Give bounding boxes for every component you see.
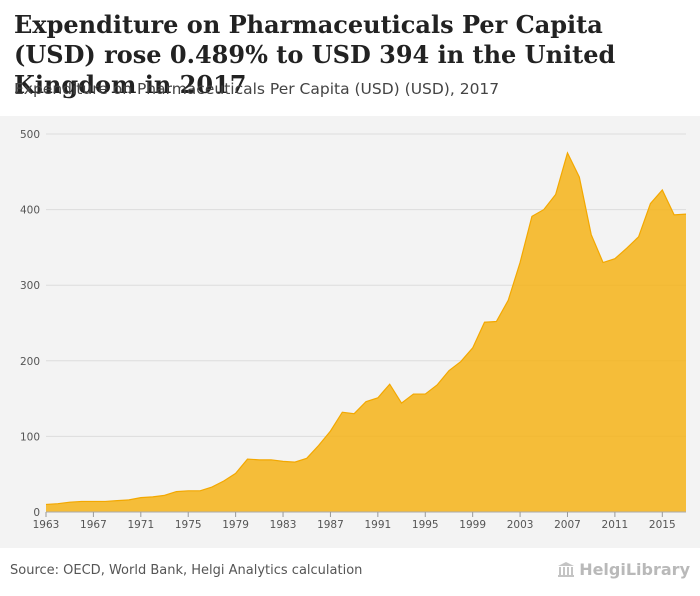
x-tick-label: 2007: [554, 519, 581, 531]
logo-text: HelgiLibrary: [579, 560, 690, 579]
data-point: [566, 152, 568, 154]
data-point: [140, 496, 142, 498]
data-point: [151, 496, 153, 498]
data-point: [400, 402, 402, 404]
data-point: [175, 490, 177, 492]
data-point: [531, 215, 533, 217]
source-note: Source: OECD, World Bank, Helgi Analytic…: [10, 563, 363, 578]
y-tick-label: 400: [20, 205, 40, 217]
area-line: [45, 151, 687, 506]
x-tick-label: 1995: [412, 519, 439, 531]
data-point: [199, 490, 201, 492]
x-tick-label: 1971: [127, 519, 154, 531]
data-point: [412, 393, 414, 395]
data-point: [495, 320, 497, 322]
chart-title: Expenditure on Pharmaceuticals Per Capit…: [14, 10, 616, 99]
data-point: [483, 321, 485, 323]
data-point: [294, 461, 296, 463]
x-tick-label: 1987: [317, 519, 344, 531]
data-point: [128, 499, 130, 501]
data-point: [270, 459, 272, 461]
data-point: [519, 261, 521, 263]
data-point: [57, 502, 59, 504]
data-point: [45, 503, 47, 505]
data-point: [626, 247, 628, 249]
y-tick-label: 200: [20, 356, 40, 368]
data-point: [543, 208, 545, 210]
data-point: [389, 383, 391, 385]
data-point: [223, 480, 225, 482]
data-point: [436, 384, 438, 386]
data-point: [329, 430, 331, 432]
library-building-icon: [558, 561, 575, 577]
data-point: [424, 393, 426, 395]
x-tick-label: 1991: [364, 519, 391, 531]
data-point: [590, 233, 592, 235]
data-point: [448, 369, 450, 371]
chart-subtitle: Expenditure on Pharmaceuticals Per Capit…: [14, 80, 500, 98]
data-point: [365, 400, 367, 402]
data-point: [661, 189, 663, 191]
x-tick-label: 2011: [602, 519, 629, 531]
x-tick-label: 1999: [459, 519, 486, 531]
data-point: [187, 490, 189, 492]
data-point: [69, 501, 71, 503]
y-tick-label: 0: [33, 507, 40, 519]
y-tick-label: 300: [20, 280, 40, 292]
data-point: [163, 494, 165, 496]
data-point: [507, 299, 509, 301]
data-point: [341, 411, 343, 413]
data-point: [211, 486, 213, 488]
data-point: [104, 500, 106, 502]
data-point: [306, 457, 308, 459]
data-point: [614, 258, 616, 260]
data-point: [578, 176, 580, 178]
data-point: [234, 472, 236, 474]
x-tick-label: 1963: [33, 519, 60, 531]
x-tick-label: 1967: [80, 519, 107, 531]
data-point: [282, 460, 284, 462]
data-point: [258, 459, 260, 461]
x-tick-label: 1975: [175, 519, 202, 531]
y-tick-label: 500: [20, 129, 40, 141]
data-point: [80, 500, 82, 502]
data-point: [246, 458, 248, 460]
data-point: [602, 261, 604, 263]
data-point: [673, 214, 675, 216]
data-point: [116, 499, 118, 501]
data-point: [92, 500, 94, 502]
data-point: [685, 213, 687, 215]
data-point: [649, 202, 651, 204]
area-fill: [46, 152, 686, 512]
data-point: [637, 236, 639, 238]
data-point: [317, 444, 319, 446]
x-tick-label: 1979: [222, 519, 249, 531]
helgi-library-logo: HelgiLibrary: [557, 560, 690, 579]
data-point: [460, 360, 462, 362]
area-chart: 0 100 200 300 400 500 1963 1967 1971 1975 1979 1983…: [20, 129, 687, 531]
data-point: [353, 413, 355, 415]
data-point: [471, 347, 473, 349]
data-point: [377, 397, 379, 399]
x-tick-label: 2003: [507, 519, 534, 531]
x-tick-label: 1983: [270, 519, 297, 531]
data-point: [554, 193, 556, 195]
y-tick-label: 100: [20, 431, 40, 443]
x-tick-label: 2015: [649, 519, 676, 531]
